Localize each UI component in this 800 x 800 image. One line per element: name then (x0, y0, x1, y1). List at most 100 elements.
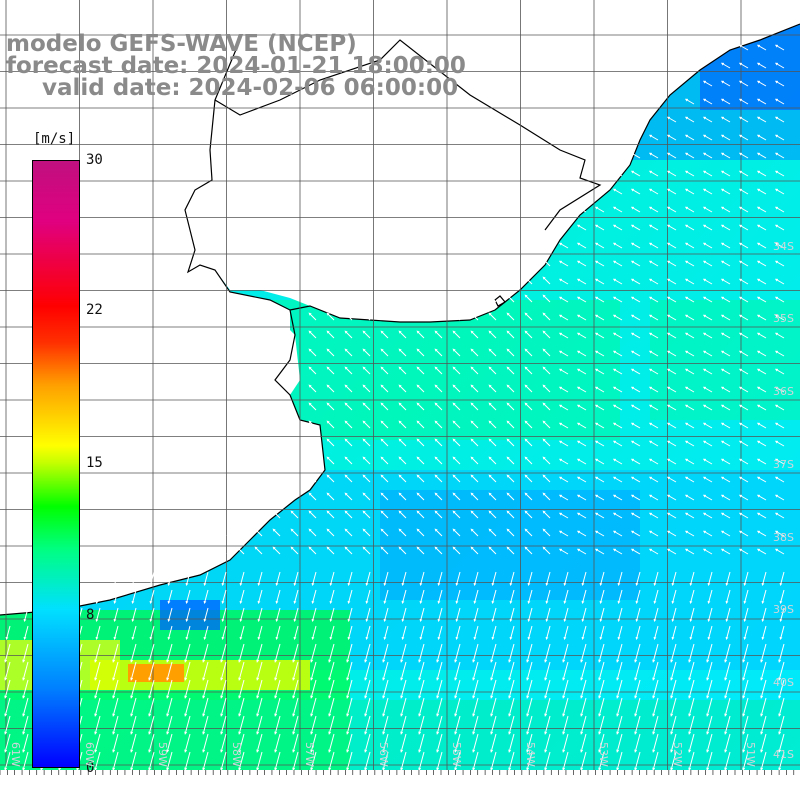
wind-arrow (761, 589, 767, 605)
wind-arrow (544, 733, 551, 753)
lat-label: 34S (773, 240, 794, 253)
wind-arrow (364, 697, 371, 717)
wind-arrow (724, 697, 731, 717)
wind-arrow (220, 733, 227, 753)
wind-arrow (774, 152, 785, 159)
wind-arrow (524, 348, 533, 357)
wind-arrow (416, 438, 425, 447)
wind-arrow (400, 679, 407, 699)
wind-arrow (524, 510, 533, 519)
wind-arrow (563, 625, 569, 641)
wind-arrow (774, 224, 785, 231)
wind-arrow (416, 348, 425, 357)
wind-arrow (167, 571, 173, 587)
wind-arrow (362, 492, 371, 501)
wind-arrow (738, 278, 749, 285)
wind-arrow (470, 312, 479, 321)
wind-arrow (648, 206, 659, 213)
wind-arrow (434, 348, 443, 357)
wind-arrow (256, 643, 263, 663)
wind-arrow (398, 312, 407, 321)
wind-arrow (580, 715, 587, 735)
wind-arrow (612, 494, 623, 501)
wind-arrow (236, 528, 245, 537)
wind-arrow (576, 242, 587, 249)
wind-arrow (527, 625, 533, 641)
wind-arrow (756, 476, 767, 483)
wind-arrow (689, 571, 695, 587)
wind-arrow (545, 571, 551, 587)
wind-arrow (756, 134, 767, 141)
wind-arrow (666, 170, 677, 177)
wind-arrow (382, 715, 389, 735)
wind-arrow (630, 152, 641, 159)
wind-arrow (720, 350, 731, 357)
wind-arrow (524, 420, 533, 429)
wind-arrow (634, 679, 641, 699)
wind-arrow (221, 625, 227, 641)
wind-arrow (684, 242, 695, 249)
wind-arrow (725, 625, 731, 641)
wind-arrow (380, 510, 389, 519)
wind-arrow (184, 643, 191, 663)
wind-arrow (562, 733, 569, 753)
wind-arrow (344, 510, 353, 519)
wind-arrow (524, 474, 533, 483)
wind-arrow (488, 528, 497, 537)
wind-arrow (380, 438, 389, 447)
wind-arrow (774, 134, 785, 141)
wind-arrow (326, 312, 335, 321)
wind-arrow (720, 296, 731, 303)
wind-arrow (756, 494, 767, 501)
wind-arrow (774, 116, 785, 123)
wind-arrow (256, 697, 263, 717)
wind-arrow (544, 715, 551, 735)
wind-arrow (774, 548, 785, 555)
wind-arrow (488, 294, 497, 303)
wind-arrow (648, 170, 659, 177)
wind-arrow (112, 661, 119, 681)
wind-arrow (738, 242, 749, 249)
wind-arrow (308, 420, 317, 429)
wind-arrow (308, 474, 317, 483)
wind-arrow (594, 260, 605, 267)
wind-arrow (612, 224, 623, 231)
wind-arrow (509, 625, 515, 641)
wind-arrow (666, 530, 677, 537)
wind-arrow (326, 366, 335, 375)
wind-arrow (684, 332, 695, 339)
wind-arrow (652, 751, 659, 771)
wind-arrow (506, 492, 515, 501)
wind-arrow (506, 474, 515, 483)
wind-arrow (594, 206, 605, 213)
wind-arrow (148, 751, 155, 771)
wind-arrow (630, 332, 641, 339)
wind-arrow (506, 456, 515, 465)
wind-arrow (544, 643, 551, 663)
wind-arrow (239, 625, 245, 641)
wind-arrow (684, 296, 695, 303)
wind-arrow (648, 350, 659, 357)
wind-arrow (380, 330, 389, 339)
lon-label: 61W (9, 742, 22, 767)
wind-arrow (488, 546, 497, 555)
wind-arrow (509, 571, 515, 587)
wind-arrow (684, 404, 695, 411)
wind-arrow (4, 697, 11, 717)
wind-arrow (490, 751, 497, 771)
wind-arrow (452, 492, 461, 501)
wind-arrow (398, 528, 407, 537)
wind-arrow (742, 715, 749, 735)
wind-arrow (774, 386, 785, 393)
wind-arrow (184, 751, 191, 771)
wind-arrow (149, 625, 155, 641)
wind-arrow (617, 589, 623, 605)
wind-arrow (254, 510, 263, 519)
wind-arrow (472, 733, 479, 753)
wind-arrow (689, 607, 695, 623)
lon-label: 51W (744, 742, 757, 767)
wind-arrow (472, 697, 479, 717)
wind-arrow (756, 386, 767, 393)
wind-arrow (542, 546, 551, 555)
wind-arrow (416, 330, 425, 339)
